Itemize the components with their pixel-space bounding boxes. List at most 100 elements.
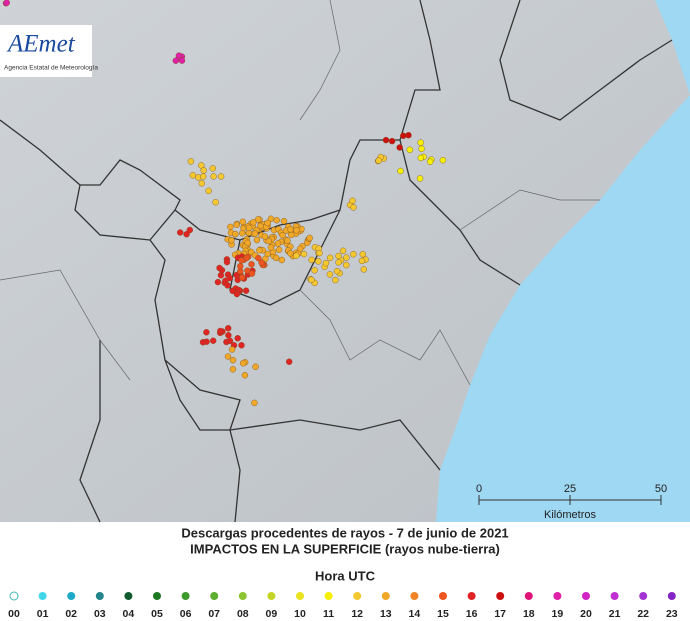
lightning-dot [229, 357, 237, 364]
lightning-dot [388, 137, 396, 145]
scale-unit: Kilómetros [544, 509, 596, 521]
lightning-dot [187, 158, 195, 165]
lightning-dot [316, 249, 323, 257]
logo-subtitle: Agencia Estatal de Meteorología [4, 65, 98, 72]
lightning-dot [350, 250, 357, 258]
lightning-dot [178, 57, 186, 64]
lightning-dot [250, 219, 257, 226]
lightning-dot [238, 342, 245, 349]
lightning-dot [375, 157, 382, 164]
lightning-dot [273, 216, 280, 224]
lightning-dot [406, 146, 413, 154]
lightning-dot [224, 353, 232, 360]
lightning-dot [417, 154, 424, 162]
lightning-dot [251, 399, 258, 407]
lightning-dot [226, 274, 234, 282]
legend-label: 08 [237, 608, 249, 620]
lightning-dot [293, 227, 300, 234]
lightning-dot [224, 325, 232, 332]
lightning-dot [311, 267, 318, 274]
lightning-dot [297, 245, 304, 253]
lightning-dot [225, 332, 232, 339]
scale-label: 0 [476, 483, 482, 495]
scale-label: 25 [564, 483, 576, 495]
lightning-dot [200, 167, 207, 174]
lightning-dot [293, 252, 300, 259]
lightning-dot [227, 223, 234, 231]
legend-swatch [610, 592, 619, 600]
lightning-dot [189, 172, 197, 179]
lightning-dot [417, 139, 424, 146]
legend-label: 16 [466, 608, 478, 620]
lightning-dot [239, 218, 247, 226]
lightning-dot [358, 257, 366, 265]
lightning-dot [265, 237, 272, 245]
scale-bar [478, 495, 662, 505]
lightning-dot [212, 198, 219, 206]
legend-swatch [238, 592, 247, 600]
lightning-dot [209, 337, 217, 344]
lightning-dot [261, 233, 269, 240]
lightning-dot [245, 224, 253, 232]
legend-swatch [296, 592, 304, 600]
lightning-dot [217, 272, 225, 279]
lightning-dot [252, 363, 259, 370]
lightning-dot [287, 226, 294, 233]
legend-label: 19 [552, 608, 564, 620]
lightning-dot [203, 329, 210, 336]
caption-subtitle: IMPACTOS EN LA SUPERFICIE (rayos nube-ti… [190, 541, 500, 556]
legend-label: 00 [8, 608, 20, 620]
lightning-dot [232, 230, 239, 238]
legend-label: 12 [351, 608, 363, 620]
lightning-dot [332, 276, 339, 284]
lightning-dot [210, 173, 217, 180]
lightning-dot [322, 260, 330, 267]
lightning-dot [267, 244, 275, 251]
lightning-dot [176, 229, 184, 236]
lightning-dot [359, 250, 366, 258]
lightning-impacts [2, 0, 447, 407]
lightning-dot [172, 57, 180, 64]
legend-swatch [410, 592, 419, 600]
legend-swatch [95, 592, 104, 600]
lightning-dot [228, 237, 235, 244]
lightning-dot [287, 250, 294, 257]
lightning-dot [226, 337, 234, 345]
lightning-dot [199, 339, 207, 346]
lightning-dot [241, 372, 249, 379]
lightning-dot [234, 335, 241, 342]
lightning-dot [427, 158, 434, 165]
lightning-dot [279, 231, 286, 239]
legend-swatch [439, 592, 447, 600]
legend-label: 11 [323, 608, 334, 620]
lightning-dot [228, 346, 236, 353]
lightning-dot [300, 250, 308, 258]
legend-swatch [582, 592, 590, 600]
lightning-dot [343, 261, 350, 269]
lightning-dot [258, 259, 265, 266]
legend-label: 03 [94, 608, 106, 620]
legend-swatch [181, 592, 190, 600]
lightning-dot [308, 276, 315, 283]
logo-box [0, 25, 92, 77]
lightning-dot [275, 246, 283, 254]
lightning-dot [238, 229, 246, 237]
lightning-dot [175, 52, 183, 59]
lightning-dot [238, 257, 245, 264]
lightning-dot [418, 145, 425, 153]
lightning-dot [416, 175, 424, 182]
legend-label: 14 [409, 608, 421, 620]
legend-title: Hora UTC [315, 568, 376, 583]
legend-label: 02 [65, 608, 77, 620]
lightning-dot [224, 282, 231, 289]
lightning-dot [360, 266, 367, 273]
legend-label: 23 [666, 608, 678, 620]
lightning-dot [216, 264, 223, 272]
lightning-dot [349, 197, 356, 205]
legend-swatch [639, 592, 648, 600]
legend-label: 21 [609, 608, 621, 620]
legend-label: 04 [123, 608, 135, 620]
legend-swatch [381, 592, 390, 600]
lightning-dot [233, 290, 241, 298]
